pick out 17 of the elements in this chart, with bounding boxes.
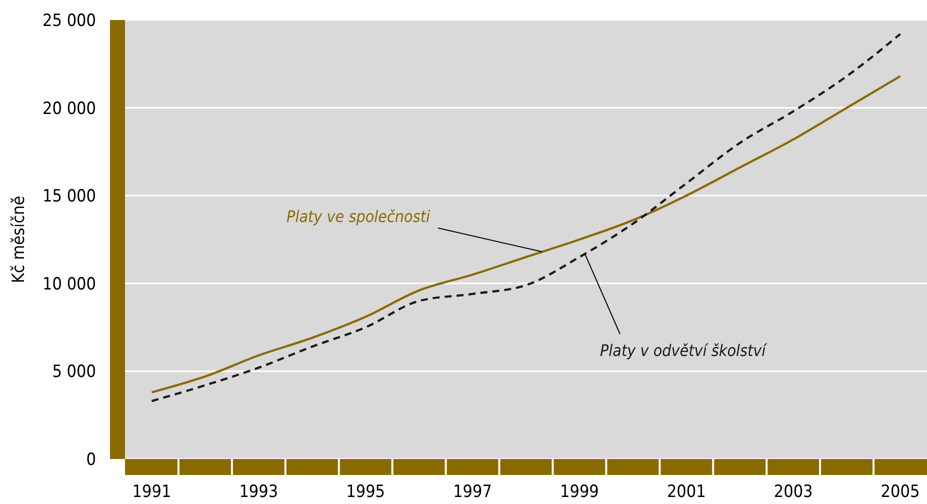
x-tick-label: 2005 bbox=[880, 482, 920, 502]
y-tick-label: 20 000 bbox=[42, 98, 96, 119]
x-tick-label: 2003 bbox=[774, 482, 813, 502]
text: Platy v odvětví školství bbox=[600, 341, 768, 360]
text: Platy ve společnosti bbox=[286, 207, 430, 226]
y-tick-label: 25 000 bbox=[42, 10, 96, 31]
x-tick-label: 1991 bbox=[132, 482, 172, 502]
y-tick-label: 15 000 bbox=[42, 186, 96, 207]
y-tick-label: 5 000 bbox=[52, 362, 96, 382]
y-tick-label: 10 000 bbox=[42, 274, 96, 294]
x-tick-label: 1997 bbox=[453, 482, 492, 502]
x-tick-label: 1999 bbox=[560, 482, 599, 502]
x-tick-label: 2001 bbox=[666, 482, 706, 502]
x-tick-label: 1993 bbox=[239, 482, 278, 502]
x-tick-label: 1995 bbox=[346, 482, 386, 502]
y-axis-title: Kč měsíčně bbox=[9, 196, 29, 284]
y-tick-label: 0 bbox=[86, 450, 96, 470]
